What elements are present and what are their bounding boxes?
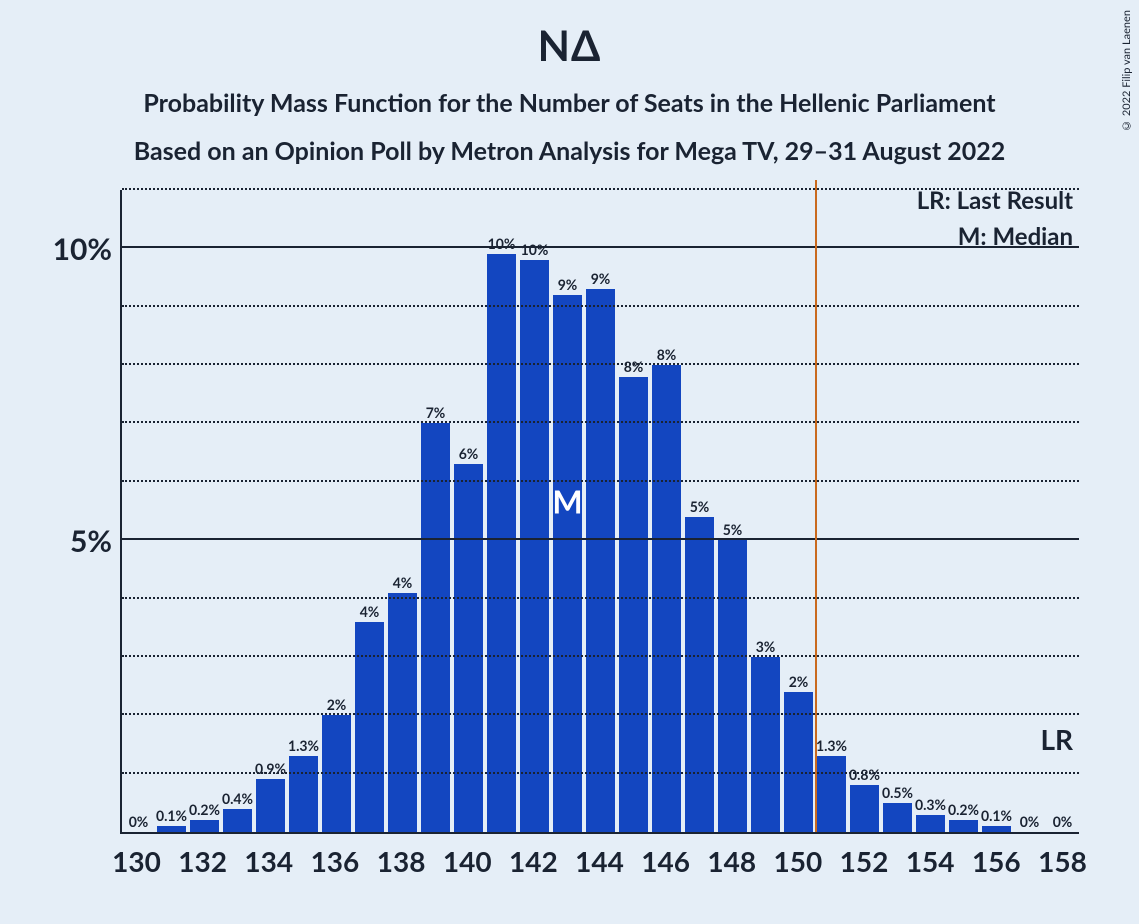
bar-value-label: 0.1% [981,807,1012,824]
median-mark: M [552,482,582,521]
bar: 0.2% [949,820,979,832]
copyright-text: © 2022 Filip van Laenen [1120,10,1133,132]
bar-value-label: 0.4% [222,790,253,807]
bar: 1.3% [289,756,319,832]
bar-value-label: 0.2% [189,801,220,818]
bar-value-label: 0.5% [882,784,913,801]
bar-value-label: 4% [393,574,413,591]
bar: 0.9% [256,779,286,832]
x-axis-label: 152 [840,844,889,878]
bar: 0.3% [916,815,946,833]
x-axis-label: 136 [311,844,360,878]
bar-value-label: 8% [657,346,677,363]
chart-subtitle-2: Based on an Opinion Poll by Metron Analy… [0,136,1139,166]
bar: 8% [619,377,649,832]
bar-value-label: 1.3% [816,737,847,754]
bar: 3% [751,657,781,832]
bar: 2% [322,715,352,832]
bars-layer: 0%0.1%0.2%0.4%0.9%1.3%2%4%4%7%6%10%10%9%… [122,190,1079,832]
bar: 5% [685,517,715,832]
bar-value-label: 0.9% [255,760,286,777]
bar-value-label: 10% [488,235,516,252]
bar-value-label: 0.3% [915,796,946,813]
x-axis-label: 158 [1038,844,1087,878]
y-axis-label: 10% [53,231,112,267]
bar-value-label: 6% [459,445,479,462]
bar: 10% [520,260,550,832]
bar-value-label: 10% [521,241,549,258]
x-axis-label: 142 [509,844,558,878]
grid-minor [122,363,1079,365]
bar: 9% [553,295,583,832]
bar-value-label: 0% [1020,813,1040,830]
bar-value-label: 0.1% [156,807,187,824]
bar-value-label: 0% [129,813,149,830]
chart-area: 0%0.1%0.2%0.4%0.9%1.3%2%4%4%7%6%10%10%9%… [40,190,1099,884]
bar: 0.5% [883,803,913,832]
x-axis-label: 154 [906,844,955,878]
grid-minor [122,421,1079,423]
bar-value-label: 1.3% [288,737,319,754]
x-axis-labels: 1301321341361381401421441461481501521541… [120,840,1079,884]
legend-median: M: Median [958,222,1073,251]
bar-value-label: 3% [756,638,776,655]
grid-major [122,246,1079,248]
bar-value-label: 4% [360,603,380,620]
legend-last-result: LR: Last Result [917,186,1073,215]
bar: 9% [586,289,616,832]
bar-value-label: 5% [723,521,743,538]
x-axis-label: 132 [178,844,227,878]
x-axis-label: 144 [575,844,624,878]
plot-area: 0%0.1%0.2%0.4%0.9%1.3%2%4%4%7%6%10%10%9%… [120,190,1079,834]
y-axis-label: 5% [70,523,112,559]
bar-value-label: 2% [789,673,809,690]
x-axis-label: 130 [112,844,161,878]
bar: 0.1% [157,826,187,832]
bar-value-label: 0% [1053,813,1073,830]
grid-minor [122,655,1079,657]
bar: 0.8% [850,785,880,832]
x-axis-label: 138 [377,844,426,878]
x-axis-label: 140 [443,844,492,878]
grid-minor [122,597,1079,599]
bar: 0.2% [190,820,220,832]
bar: 0.4% [223,809,253,832]
grid-minor [122,772,1079,774]
bar-value-label: 2% [327,696,347,713]
grid-minor [122,305,1079,307]
bar-value-label: 0.2% [948,801,979,818]
bar: 5% [718,540,748,832]
bar: 4% [355,622,385,832]
grid-minor [122,713,1079,715]
lr-axis-label: LR [1040,722,1073,756]
bar: 6% [454,464,484,832]
bar: 8% [652,365,682,832]
x-axis-label: 148 [707,844,756,878]
grid-major [122,538,1079,540]
bar-value-label: 9% [591,270,611,287]
x-axis-label: 146 [641,844,690,878]
last-result-line [815,180,817,832]
chart-subtitle-1: Probability Mass Function for the Number… [0,88,1139,118]
bar-value-label: 5% [690,498,710,515]
bar: 0.1% [982,826,1012,832]
x-axis-label: 156 [972,844,1021,878]
chart-title: ΝΔ [0,0,1139,70]
bar: 10% [487,254,517,832]
bar-value-label: 7% [426,404,446,421]
x-axis-label: 134 [244,844,293,878]
bar-value-label: 8% [624,358,644,375]
bar-value-label: 9% [558,276,578,293]
bar-value-label: 0.8% [849,766,880,783]
grid-minor [122,480,1079,482]
bar: 1.3% [817,756,847,832]
x-axis-label: 150 [774,844,823,878]
